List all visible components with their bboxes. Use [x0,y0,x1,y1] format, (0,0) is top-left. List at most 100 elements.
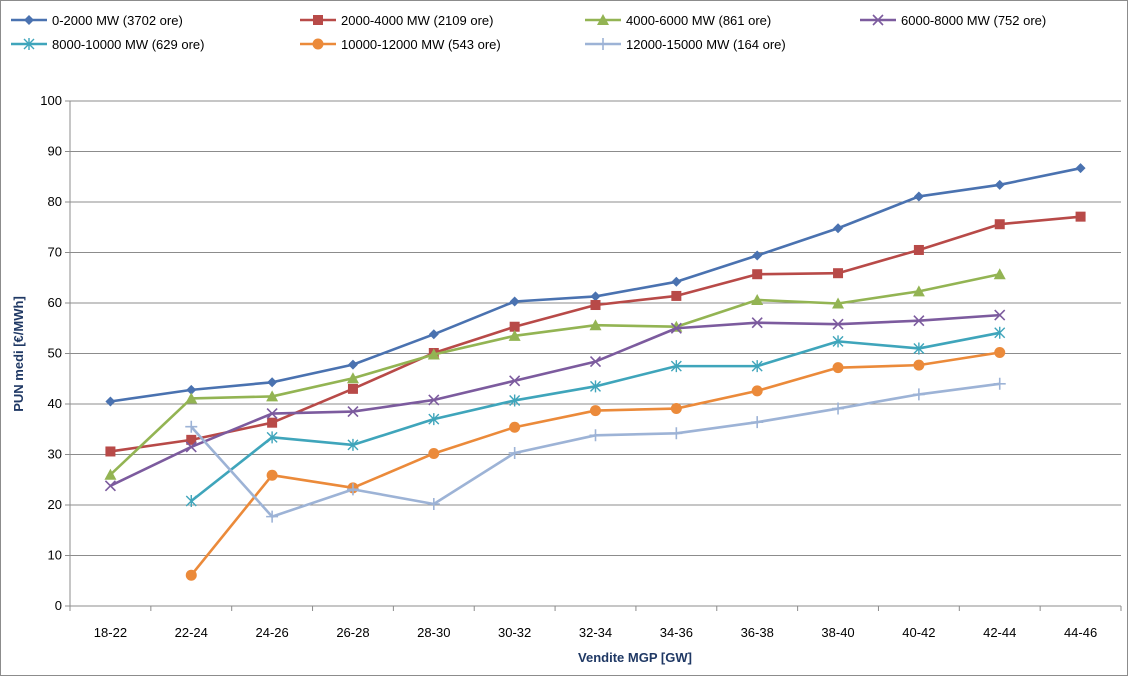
data-point [266,469,278,481]
data-point [347,383,358,394]
data-point [428,394,440,406]
data-point [313,15,323,25]
data-point [267,377,278,388]
data-point [751,416,764,429]
y-tick-label: 90 [48,144,62,159]
data-point [509,394,521,407]
data-point [104,468,117,480]
data-point [912,388,925,401]
legend-label: 8000-10000 MW (629 ore) [52,37,204,52]
legend-item: 10000-12000 MW (543 ore) [300,37,501,52]
data-point [993,268,1006,280]
y-tick-label: 20 [48,497,62,512]
y-tick-label: 0 [55,598,62,613]
x-tick-label: 42-44 [983,625,1016,640]
data-point [266,390,279,402]
data-point [104,480,116,492]
data-point [185,420,198,433]
data-point [589,319,602,331]
data-point [751,360,763,373]
data-point [832,318,844,330]
data-point [428,329,439,340]
data-point [832,362,844,374]
data-point [105,446,116,457]
data-point [186,384,197,395]
data-point [671,290,682,301]
series-1 [105,163,1086,407]
data-point [994,219,1005,230]
data-point [993,377,1006,390]
x-axis-ticks: 18-22 22-24 24-26 26-28 28-30 30-32 32-34 34-36… [94,625,1097,640]
data-point [266,431,278,444]
data-point [105,396,116,407]
legend-label: 12000-15000 MW (164 ore) [626,37,786,52]
legend-label: 10000-12000 MW (543 ore) [341,37,501,52]
x-tick-label: 36-38 [741,625,774,640]
axes [65,100,1122,611]
data-point [508,329,521,341]
data-point [994,309,1006,321]
data-point [670,322,682,334]
series-group [104,163,1086,581]
data-point [832,335,844,348]
legend: 0-2000 MW (3702 ore) 2000-4000 MW (2109 o… [11,13,1046,52]
data-point [185,441,197,453]
y-tick-label: 70 [48,245,62,260]
legend-item: 0-2000 MW (3702 ore) [11,13,183,28]
x-tick-label: 38-40 [821,625,854,640]
x-tick-label: 18-22 [94,625,127,640]
data-point [428,413,440,426]
data-point [833,223,844,234]
data-point [24,15,34,25]
data-point [508,446,521,459]
data-point [589,429,602,442]
data-point [427,497,440,510]
legend-label: 4000-6000 MW (861 ore) [626,13,771,28]
data-point [752,269,763,280]
x-tick-label: 44-46 [1064,625,1097,640]
data-point [185,392,198,404]
data-point [347,406,359,418]
series-6 [185,346,1006,581]
x-tick-label: 24-26 [255,625,288,640]
data-point [186,434,197,445]
x-tick-label: 32-34 [579,625,612,640]
data-point [509,375,521,387]
x-tick-label: 28-30 [417,625,450,640]
data-point [312,38,324,50]
legend-item: 6000-8000 MW (752 ore) [860,13,1046,28]
data-point [832,402,845,415]
x-tick-label: 22-24 [175,625,208,640]
data-point [590,300,601,311]
data-point [994,346,1006,358]
data-point [266,408,278,420]
y-tick-label: 10 [48,548,62,563]
series-7 [185,377,1006,523]
data-point [913,315,925,327]
data-point [590,380,601,393]
data-point [752,250,763,261]
data-point [994,326,1006,339]
series-line [109,272,1001,476]
data-point [347,438,359,451]
data-point [913,342,925,355]
series-4 [104,309,1006,492]
legend-label: 6000-8000 MW (752 ore) [901,13,1046,28]
data-point [347,359,358,370]
data-point [670,427,683,440]
data-point [509,321,520,332]
data-point [346,372,359,384]
data-point [589,356,602,368]
data-point [597,38,609,50]
data-point [23,38,35,50]
data-point [427,348,440,360]
data-point [913,191,924,202]
legend-item: 12000-15000 MW (164 ore) [585,37,786,52]
data-point [428,447,440,459]
data-point [185,494,197,507]
data-point [913,244,924,255]
data-point [833,268,844,279]
